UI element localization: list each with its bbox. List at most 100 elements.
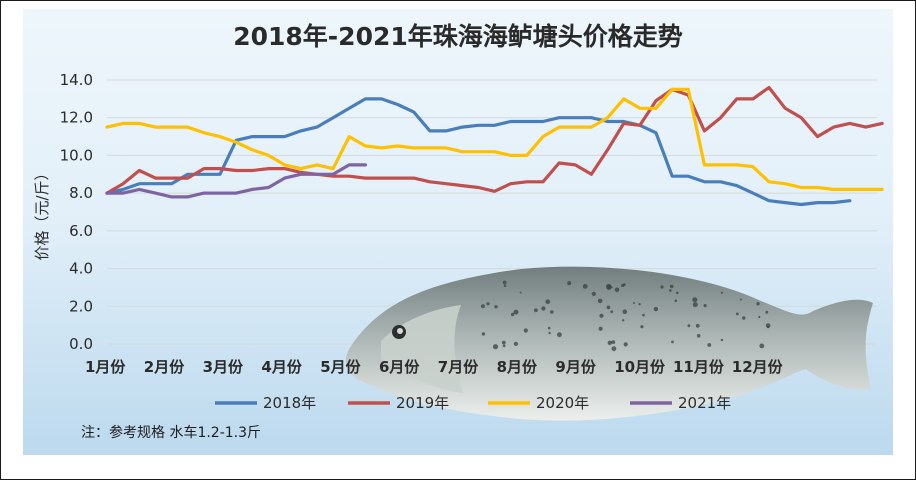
fish-spot [502, 344, 506, 348]
fish-spot [720, 291, 724, 294]
x-tick-label: 7月份 [438, 358, 479, 376]
legend-item: 2020年 [488, 394, 589, 412]
fish-spot [513, 309, 519, 315]
series-line-2020年 [105, 87, 884, 191]
fish-spot [660, 285, 664, 289]
fish-spot [599, 313, 604, 318]
x-tick-label: 12月份 [732, 358, 784, 376]
fish-spot [502, 280, 507, 285]
fish-spot [621, 283, 625, 288]
fish-spot [696, 334, 701, 338]
fish-spot [501, 340, 506, 345]
fish-spot [653, 306, 659, 312]
fish-spot [611, 346, 617, 352]
x-tick-label: 11月份 [673, 358, 725, 376]
fish-spot [606, 305, 611, 310]
fish-spot [545, 299, 551, 305]
series-line-2019年 [105, 85, 884, 195]
y-axis-label: 价格（元/斤） [33, 165, 51, 260]
chart-axes: 0.0 2.0 4.0 6.0 8.0 10.0 12.0 14.0 1月份 2月份 3月份 4月份 5… [60, 71, 784, 376]
x-tick-label: 4月份 [261, 358, 302, 376]
fish-spot [582, 284, 588, 289]
fish-spot [541, 306, 546, 311]
fish-spot [622, 309, 628, 315]
fish-spot [742, 316, 746, 320]
legend-item: 2021年 [630, 394, 731, 412]
legend-item: 2018年 [215, 394, 316, 412]
fish-spot [606, 283, 612, 289]
legend-item: 2019年 [348, 394, 449, 412]
fish-spot [503, 284, 507, 288]
fish-spot [622, 319, 625, 322]
fish-spot [598, 326, 603, 331]
fish-spot [548, 331, 551, 335]
fish-spot [633, 302, 635, 304]
y-tick-label: 12.0 [60, 109, 93, 127]
fish-spot [623, 342, 628, 347]
x-tick-label: 5月份 [320, 358, 361, 376]
fish-spot [567, 281, 572, 286]
chart-title: 2018年-2021年珠海海鲈塘头价格走势 [233, 22, 683, 51]
x-tick-label: 1月份 [85, 358, 126, 376]
legend-label: 2019年 [396, 394, 449, 412]
y-tick-label: 10.0 [60, 146, 93, 164]
y-tick-label: 2.0 [69, 297, 93, 315]
y-tick-label: 0.0 [69, 335, 93, 353]
fish-spot [759, 343, 765, 349]
legend-label: 2018年 [263, 394, 316, 412]
fish-spot [758, 315, 761, 319]
series-line-2018年 [105, 97, 852, 207]
fish-spot [671, 340, 674, 344]
y-tick-label: 14.0 [60, 71, 93, 89]
fish-spot [765, 310, 769, 314]
fish-spot [557, 332, 562, 338]
fish-spot [550, 310, 554, 314]
fish-spot [736, 312, 739, 316]
x-tick-label: 3月份 [203, 358, 244, 376]
y-tick-label: 4.0 [69, 260, 93, 278]
fish-spot [492, 344, 499, 350]
series-line-2021年 [105, 163, 367, 199]
fish-spot [591, 291, 596, 296]
fish-spot [695, 323, 700, 328]
fish-spot [692, 302, 698, 308]
fish-spot [638, 302, 641, 306]
fish-spot [669, 284, 674, 289]
x-tick-label: 10月份 [614, 358, 666, 376]
fish-spot [519, 291, 522, 294]
fish-spot [767, 325, 770, 329]
fish-spot [676, 291, 679, 295]
fish-spot [597, 298, 603, 304]
fish-spot [614, 287, 620, 293]
fish-spot [481, 304, 485, 309]
x-tick-label: 6月份 [379, 358, 420, 376]
fish-spot [481, 332, 486, 336]
fish-spot [640, 325, 644, 329]
fish-spot [610, 310, 614, 314]
fish-spot [642, 313, 645, 317]
fish-spot [668, 289, 672, 292]
series-layer [105, 85, 884, 207]
fish-spot [523, 328, 528, 333]
fish-spot [739, 298, 742, 301]
fish-spot [703, 304, 707, 308]
fish-spot [692, 297, 698, 303]
fish-spot [494, 305, 498, 309]
fish-spot [534, 308, 538, 313]
legend-label: 2020年 [536, 394, 589, 412]
fish-illustration [345, 266, 874, 421]
fish-spot [611, 340, 616, 344]
fish-spot [513, 341, 519, 346]
fish-spot [687, 324, 691, 328]
fish-spot [674, 299, 678, 303]
fish-spot [510, 312, 515, 317]
fish-spot [720, 338, 724, 342]
x-tick-label: 9月份 [555, 358, 596, 376]
fish-spot [756, 302, 760, 306]
y-tick-label: 6.0 [69, 222, 93, 240]
x-tick-label: 8月份 [497, 358, 538, 376]
fish-spot [607, 340, 612, 345]
legend: 2018年 2019年 2020年 2021年 [215, 394, 731, 412]
